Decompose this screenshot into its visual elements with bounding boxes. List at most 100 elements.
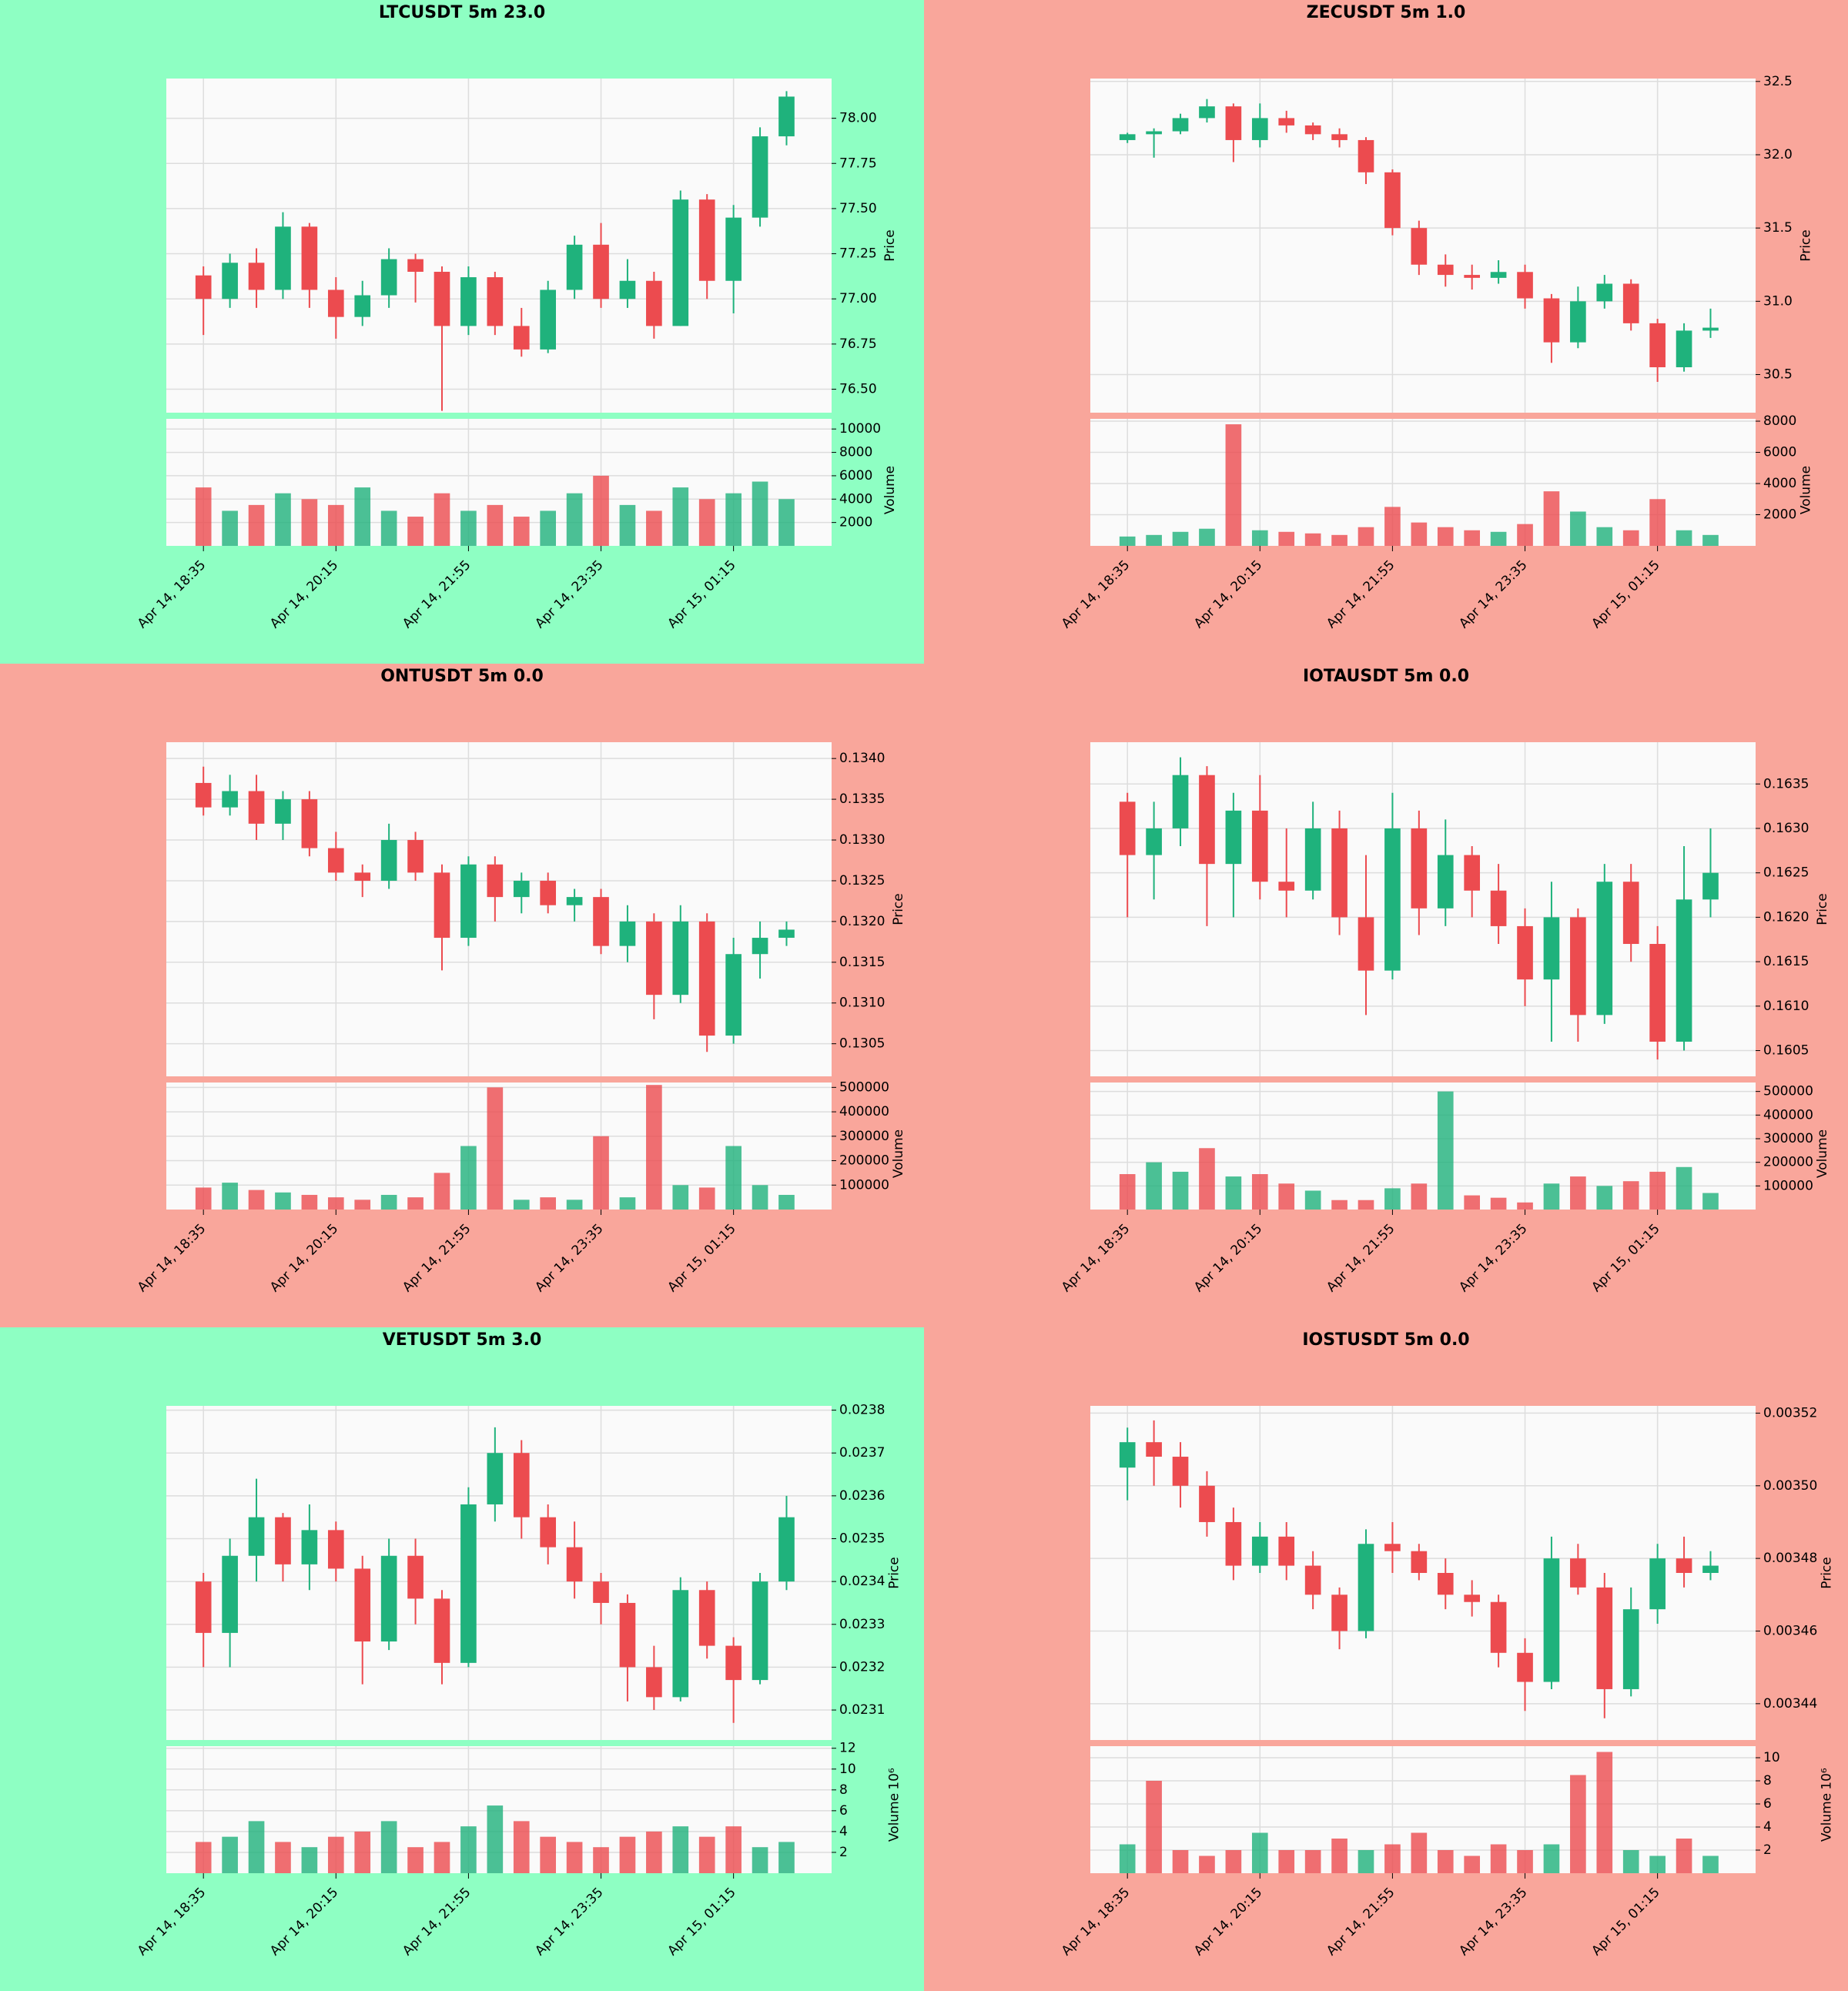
y-tick-label: 0.1315 bbox=[839, 955, 885, 970]
volume-bar bbox=[434, 493, 450, 546]
y-tick-label: 0.0231 bbox=[839, 1702, 885, 1718]
candle-body bbox=[434, 1598, 450, 1663]
volume-bar bbox=[1596, 1186, 1613, 1210]
volume-bar bbox=[460, 1146, 477, 1210]
volume-bar bbox=[354, 1831, 371, 1873]
volume-bar bbox=[222, 1183, 238, 1210]
volume-tick-label: 10000 bbox=[839, 421, 881, 437]
volume-bar bbox=[1702, 534, 1719, 546]
volume-bar bbox=[1225, 1176, 1242, 1210]
candle-body bbox=[1702, 872, 1719, 900]
candle-body bbox=[1596, 882, 1613, 1016]
volume-bar bbox=[1411, 1183, 1428, 1210]
candle-body bbox=[725, 1645, 742, 1681]
volume-bar bbox=[354, 487, 371, 546]
volume-bar bbox=[1464, 1855, 1481, 1873]
y-tick-label: 0.0234 bbox=[839, 1574, 885, 1589]
volume-bar bbox=[1517, 1850, 1533, 1873]
volume-bar bbox=[222, 510, 238, 546]
candle-body bbox=[1676, 899, 1692, 1042]
candle-body bbox=[698, 921, 715, 1036]
candle-body bbox=[540, 880, 557, 905]
candle-body bbox=[566, 1547, 583, 1582]
volume-bar bbox=[1358, 1850, 1374, 1873]
y-tick-label: 76.75 bbox=[839, 336, 877, 352]
volume-bar bbox=[698, 1836, 715, 1873]
candle-body bbox=[1304, 1565, 1321, 1595]
y-tick-label: 0.1340 bbox=[839, 751, 885, 766]
candle-body bbox=[275, 799, 291, 824]
candle-body bbox=[407, 840, 424, 873]
volume-bar bbox=[275, 1192, 291, 1210]
volume-tick-label: 500000 bbox=[839, 1079, 889, 1095]
y-tick-label: 0.1615 bbox=[1763, 954, 1809, 969]
volume-tick-label: 6 bbox=[839, 1803, 848, 1819]
candle-body bbox=[1543, 1558, 1560, 1682]
candle-body bbox=[646, 1667, 662, 1698]
volume-bar bbox=[1172, 1850, 1189, 1873]
candle-body bbox=[619, 921, 636, 946]
candle-body bbox=[434, 272, 450, 326]
candle-body bbox=[1384, 172, 1401, 229]
y-tick-label: 77.75 bbox=[839, 156, 877, 171]
chart-title: ONTUSDT 5m 0.0 bbox=[380, 667, 544, 686]
candle-body bbox=[1172, 118, 1189, 132]
volume-bar bbox=[593, 1136, 609, 1210]
volume-bar bbox=[1199, 1855, 1215, 1873]
candle-body bbox=[1304, 125, 1321, 135]
volume-bar bbox=[1437, 1850, 1454, 1873]
candle-body bbox=[513, 880, 530, 898]
y-tick-label: 31.0 bbox=[1763, 293, 1793, 309]
volume-tick-label: 10 bbox=[1763, 1750, 1780, 1765]
y-tick-label: 0.1325 bbox=[839, 873, 885, 888]
volume-bar bbox=[698, 499, 715, 546]
y-tick-label: 0.0237 bbox=[839, 1445, 885, 1461]
volume-bar bbox=[725, 1826, 742, 1873]
candle-body bbox=[275, 226, 291, 290]
y-tick-label: 31.5 bbox=[1763, 220, 1793, 236]
candle-body bbox=[725, 954, 742, 1036]
candle-body bbox=[1146, 131, 1162, 135]
volume-bar bbox=[1119, 536, 1136, 546]
volume-bar bbox=[1464, 530, 1481, 546]
candle-body bbox=[698, 1590, 715, 1646]
volume-bar bbox=[1543, 1844, 1560, 1873]
candle-body bbox=[1596, 1587, 1613, 1689]
candle-body bbox=[1437, 1573, 1454, 1595]
volume-offset-label: 10⁶ bbox=[886, 1768, 902, 1790]
volume-bar bbox=[619, 504, 636, 546]
volume-bar bbox=[327, 1836, 344, 1873]
volume-bar bbox=[380, 510, 397, 546]
candle-body bbox=[1622, 1609, 1639, 1689]
volume-bar bbox=[1517, 1202, 1533, 1210]
volume-bar bbox=[460, 1826, 477, 1873]
candle-body bbox=[380, 840, 397, 881]
candle-body bbox=[1119, 1442, 1136, 1468]
volume-bar bbox=[1119, 1844, 1136, 1873]
candle-body bbox=[646, 280, 662, 326]
y-tick-label: 0.1625 bbox=[1763, 865, 1809, 881]
volume-bar bbox=[540, 1197, 557, 1210]
volume-bar bbox=[407, 1847, 424, 1873]
y-tick-label: 0.00350 bbox=[1763, 1478, 1817, 1494]
volume-bar bbox=[1199, 528, 1215, 546]
candle-body bbox=[593, 897, 609, 946]
y-tick-label: 0.0238 bbox=[839, 1403, 885, 1418]
chart-title: LTCUSDT 5m 23.0 bbox=[379, 3, 545, 22]
candle-body bbox=[1596, 283, 1613, 302]
volume-axis-label: Volume bbox=[891, 1129, 906, 1178]
price-axis-label: Price bbox=[891, 893, 906, 925]
y-tick-label: 0.0232 bbox=[839, 1659, 885, 1675]
candle-body bbox=[1411, 1551, 1428, 1573]
volume-bar bbox=[248, 504, 265, 546]
candle-body bbox=[1146, 828, 1162, 855]
candle-body bbox=[195, 275, 212, 299]
candle-body bbox=[460, 864, 477, 939]
candle-body bbox=[1278, 1536, 1295, 1566]
candle-body bbox=[460, 277, 477, 326]
volume-tick-label: 8000 bbox=[1763, 413, 1796, 429]
candle-body bbox=[1358, 139, 1374, 172]
candle-body bbox=[248, 791, 265, 824]
